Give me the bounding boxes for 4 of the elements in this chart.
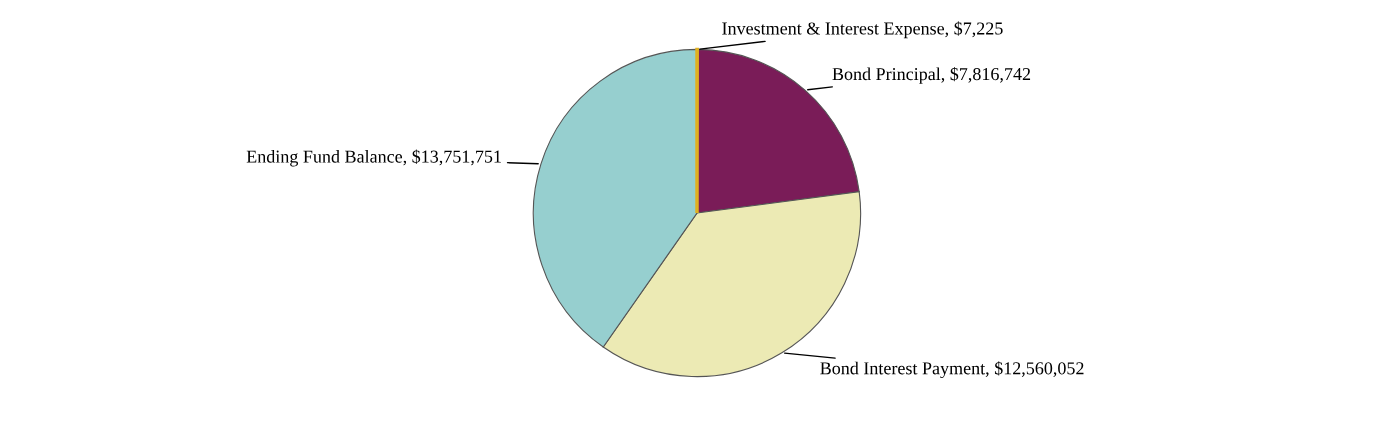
- slice-label: Ending Fund Balance, $13,751,751: [246, 149, 501, 167]
- slice-label: Bond Interest Payment, $12,560,052: [820, 361, 1084, 379]
- slice-label: Bond Principal, $7,816,742: [832, 66, 1031, 84]
- slice-label: Investment & Interest Expense, $7,225: [722, 21, 1003, 39]
